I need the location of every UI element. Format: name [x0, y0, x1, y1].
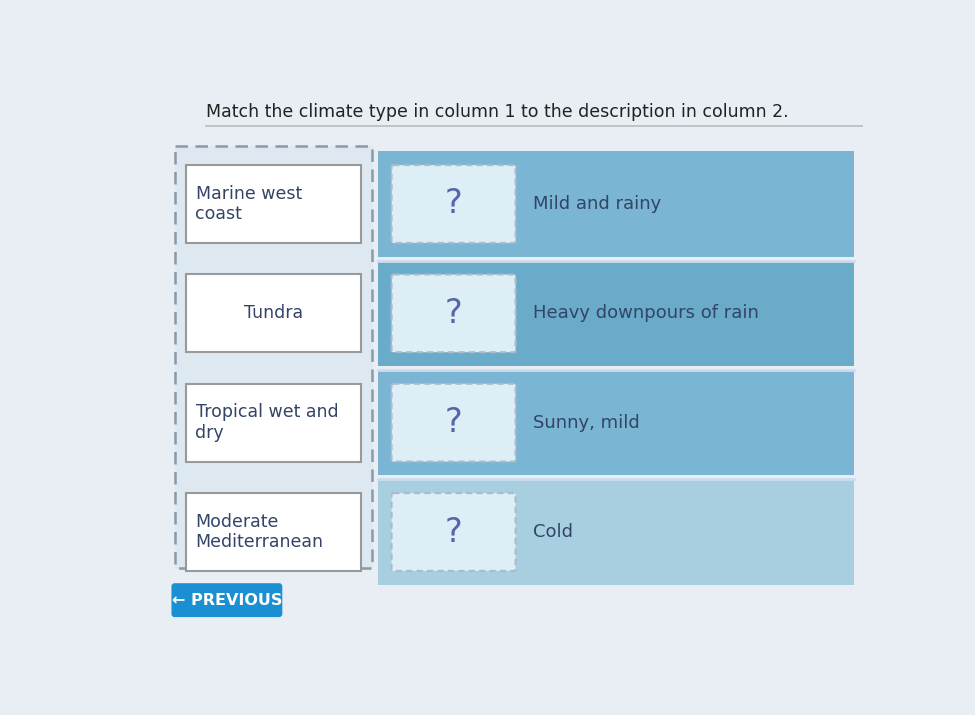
- Text: Cold: Cold: [532, 523, 572, 541]
- Text: ← PREVIOUS: ← PREVIOUS: [172, 593, 282, 608]
- Text: ?: ?: [445, 187, 462, 220]
- Bar: [377, 370, 854, 475]
- FancyBboxPatch shape: [392, 384, 516, 462]
- Bar: [377, 479, 854, 585]
- Bar: [186, 493, 361, 571]
- FancyBboxPatch shape: [392, 275, 516, 352]
- Text: Tundra: Tundra: [244, 305, 303, 322]
- Bar: [377, 260, 854, 366]
- FancyBboxPatch shape: [392, 493, 516, 571]
- Bar: [186, 275, 361, 352]
- Text: ?: ?: [445, 297, 462, 330]
- Text: Heavy downpours of rain: Heavy downpours of rain: [532, 305, 759, 322]
- Text: Marine west
coast: Marine west coast: [196, 184, 301, 223]
- Text: ?: ?: [445, 516, 462, 548]
- Text: Mild and rainy: Mild and rainy: [532, 195, 661, 213]
- Bar: [186, 165, 361, 243]
- FancyBboxPatch shape: [392, 165, 516, 243]
- Text: Sunny, mild: Sunny, mild: [532, 414, 640, 432]
- Bar: [377, 152, 854, 257]
- Bar: [175, 146, 372, 568]
- Text: Moderate
Mediterranean: Moderate Mediterranean: [196, 513, 324, 551]
- Bar: [186, 384, 361, 462]
- Text: Tropical wet and
dry: Tropical wet and dry: [196, 403, 338, 442]
- Text: ?: ?: [445, 406, 462, 439]
- FancyBboxPatch shape: [172, 583, 283, 617]
- Text: Match the climate type in column 1 to the description in column 2.: Match the climate type in column 1 to th…: [206, 103, 788, 121]
